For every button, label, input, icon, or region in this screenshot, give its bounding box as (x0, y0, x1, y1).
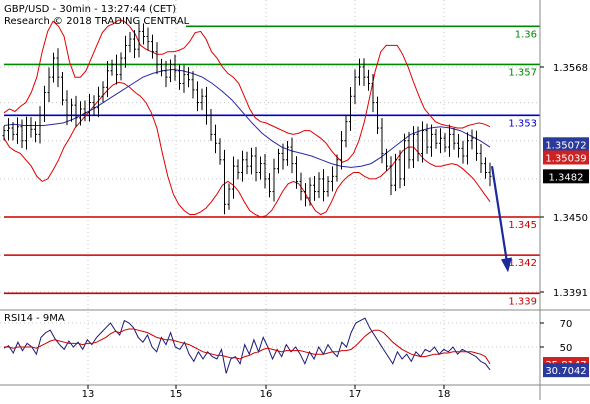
price-box (543, 137, 589, 152)
rsi-value-label: 30.7042 (545, 366, 586, 377)
price-box (543, 169, 589, 184)
price-tick-label: 1.3450 (553, 213, 588, 224)
rsi-tick-label: 70 (560, 319, 573, 330)
bollinger-upper-line (3, 19, 491, 163)
forecast-arrow-shaft (490, 165, 509, 263)
chart-title: GBP/USD - 30min - 13:27:44 (CET) (4, 4, 176, 15)
rsi-title: RSI14 - 9MA (4, 313, 65, 324)
date-tick-label: 13 (82, 389, 95, 400)
candle-layer (2, 23, 492, 215)
rsi-tick-label: 50 (560, 343, 573, 354)
level-label: 1.345 (508, 220, 537, 231)
rsi-layer (3, 317, 491, 374)
level-label: 1.36 (515, 29, 537, 40)
price-box-label: 1.3482 (549, 172, 584, 183)
price-tick-label: 1.3391 (553, 288, 588, 299)
price-box-label: 1.35072 (545, 140, 586, 151)
price-box (543, 150, 589, 165)
date-tick-label: 15 (170, 389, 183, 400)
date-tick-label: 17 (349, 389, 362, 400)
level-label: 1.342 (508, 258, 537, 269)
level-label: 1.357 (508, 67, 537, 78)
level-layer: 1.36 1.357 1.353 1.345 1.342 1.339 (4, 25, 540, 307)
date-tick-label: 16 (260, 389, 273, 400)
price-box-label: 1.35039 (545, 153, 586, 164)
chart-subtitle: Research © 2018 TRADING CENTRAL (4, 16, 190, 27)
rsi-ma-line (4, 328, 491, 365)
rsi-line (3, 317, 491, 374)
level-label: 1.339 (508, 296, 537, 307)
date-tick-label: 18 (438, 389, 451, 400)
rsi-value-box (543, 363, 589, 378)
price-tick-label: 1.3568 (553, 63, 588, 74)
level-label: 1.353 (508, 118, 537, 129)
forecast-arrow-head (501, 257, 512, 273)
